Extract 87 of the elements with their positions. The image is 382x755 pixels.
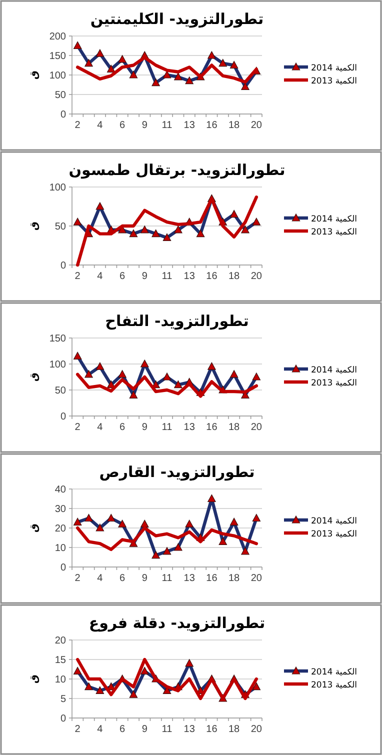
x-tick-label: 2	[74, 120, 81, 131]
x-tick-label: 13	[184, 120, 196, 131]
legend-label: 2014 الكمية	[311, 366, 358, 376]
legend-label: 2013 الكمية	[311, 680, 358, 690]
x-tick-label: 2	[74, 271, 81, 282]
chart-title: تطورالتزويد- الكليمنتين	[90, 10, 264, 28]
y-tick-label: 0	[60, 412, 66, 422]
y-axis-title: ق	[29, 372, 40, 382]
x-tick-label: 11	[162, 573, 173, 584]
chart-title: تطورالتزويد- التفاح	[105, 312, 249, 330]
y-tick-label: 10	[54, 543, 66, 554]
y-axis-title: ق	[29, 70, 40, 80]
legend-label: 2013 الكمية	[311, 530, 358, 540]
y-tick-label: 50	[54, 90, 66, 101]
y-tick-label: 150	[49, 334, 66, 344]
x-tick-label: 4	[97, 422, 104, 433]
y-axis-title: ق	[29, 674, 40, 684]
x-tick-label: 4	[97, 573, 104, 584]
x-tick-label: 9	[142, 573, 148, 584]
x-tick-label: 2	[74, 573, 81, 584]
y-tick-label: 200	[49, 32, 66, 42]
y-tick-label: 0	[60, 562, 66, 574]
x-tick-label: 9	[142, 724, 148, 735]
y-tick-label: 20	[54, 636, 66, 646]
y-tick-label: 100	[49, 360, 66, 370]
x-tick-label: 16	[206, 724, 218, 735]
y-tick-label: 40	[54, 484, 66, 496]
x-tick-label: 20	[250, 724, 262, 735]
legend-label: 2013 الكمية	[311, 378, 358, 388]
x-tick-label: 11	[162, 724, 173, 735]
y-tick-label: 20	[54, 524, 66, 534]
x-tick-label: 18	[228, 120, 240, 131]
y-tick-label: 100	[49, 70, 66, 82]
x-tick-label: 13	[184, 573, 196, 584]
x-tick-label: 6	[120, 573, 126, 584]
x-tick-label: 18	[228, 724, 240, 735]
x-tick-label: 9	[142, 422, 148, 433]
x-tick-label: 11	[162, 120, 173, 131]
x-tick-label: 9	[142, 120, 148, 131]
y-tick-label: 0	[60, 714, 66, 724]
y-tick-label: 10	[54, 674, 66, 686]
x-tick-label: 16	[206, 271, 218, 282]
x-tick-label: 20	[250, 573, 262, 584]
legend-label: 2013 الكمية	[311, 76, 358, 86]
legend-label: 2014 الكمية	[311, 64, 358, 74]
chart-title: تطورالتزويد- دقلة فروع	[88, 614, 266, 632]
y-tick-label: 30	[54, 504, 66, 515]
x-tick-label: 18	[228, 573, 240, 584]
legend-label: 2014 الكمية	[311, 668, 358, 678]
y-tick-label: 15	[54, 655, 66, 666]
y-tick-label: 50	[54, 386, 66, 396]
y-tick-label: 0	[60, 260, 66, 272]
x-tick-label: 9	[142, 271, 148, 282]
legend-label: 2014 الكمية	[311, 214, 358, 224]
x-tick-label: 18	[228, 271, 240, 282]
y-tick-label: 100	[49, 182, 66, 194]
x-tick-label: 13	[184, 422, 196, 433]
x-tick-label: 13	[184, 271, 196, 282]
x-tick-label: 20	[250, 271, 262, 282]
legend-label: 2013 الكمية	[311, 228, 358, 238]
x-tick-label: 11	[162, 422, 173, 433]
x-tick-label: 6	[120, 120, 126, 131]
y-axis-title: ق	[29, 523, 40, 532]
x-tick-label: 11	[162, 271, 173, 282]
x-tick-label: 20	[250, 422, 262, 433]
x-tick-label: 6	[120, 271, 126, 282]
x-tick-label: 16	[206, 120, 218, 131]
x-tick-label: 13	[184, 724, 196, 735]
y-axis-title: ق	[29, 221, 40, 230]
y-tick-label: 150	[49, 51, 66, 62]
x-tick-label: 4	[97, 724, 104, 735]
x-tick-label: 2	[74, 724, 81, 735]
y-tick-label: 0	[60, 110, 66, 120]
y-tick-label: 5	[60, 694, 66, 705]
x-tick-label: 16	[206, 422, 218, 433]
x-tick-label: 20	[250, 120, 262, 131]
x-tick-label: 6	[120, 724, 126, 735]
y-tick-label: 50	[54, 222, 66, 232]
x-tick-label: 18	[228, 422, 240, 433]
legend-label: 2014 الكمية	[311, 516, 358, 526]
x-tick-label: 16	[206, 573, 218, 584]
x-tick-label: 4	[97, 120, 104, 131]
chart-title: تطورالتزويد- القارص	[99, 463, 255, 481]
chart-title: تطورالتزويد- برتقال طمسون	[68, 161, 286, 179]
x-tick-label: 2	[74, 422, 81, 433]
x-tick-label: 6	[120, 422, 126, 433]
x-tick-label: 4	[97, 271, 104, 282]
